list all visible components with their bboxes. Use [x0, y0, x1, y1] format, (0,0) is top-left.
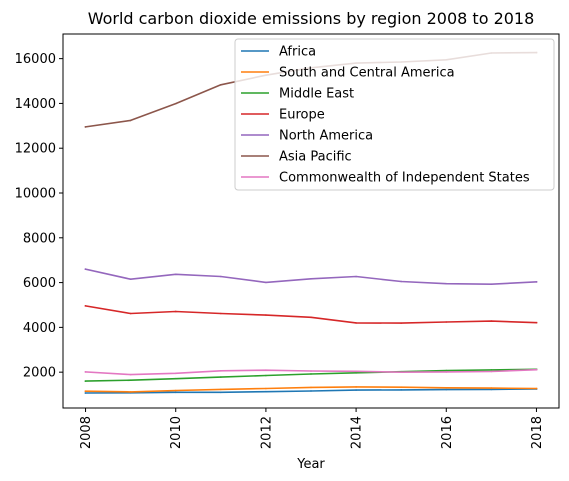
series-5-point-1: [129, 119, 132, 122]
legend: Africa South and Central America Middle Ea…: [234, 38, 555, 191]
series-1-point-6: [355, 386, 357, 388]
series-3-point-7: [400, 322, 402, 324]
series-1-point-10: [535, 387, 538, 390]
series-1-point-9: [490, 387, 493, 389]
y-tick-label-0: 2000: [23, 366, 56, 381]
series-6-point-1: [129, 373, 132, 376]
series-0-point-8: [445, 388, 448, 391]
series-1-point-8: [445, 387, 448, 389]
series-0-point-6: [355, 389, 357, 391]
legend-label-2: Middle East: [279, 87, 354, 102]
y-tick-label-7: 16000: [15, 52, 56, 67]
series-2-point-9: [490, 369, 493, 371]
legend-label-3: Europe: [279, 108, 325, 123]
chart-title: World carbon dioxide emissions by region…: [88, 9, 535, 28]
y-tick-label-3: 8000: [23, 231, 56, 246]
legend-box: [234, 38, 555, 191]
series-4-point-7: [400, 280, 402, 283]
series-1-point-4: [265, 387, 267, 390]
x-tick-label-0: 2008: [79, 416, 94, 449]
series-0-point-9: [490, 388, 493, 391]
series-5-point-3: [220, 84, 222, 86]
legend-label-5: Asia Pacific: [279, 150, 352, 165]
series-5-point-2: [174, 102, 177, 105]
series-0-point-3: [220, 391, 222, 394]
legend-label-1: South and Central America: [279, 66, 455, 81]
x-axis-title: Year: [296, 457, 325, 472]
series-1-point-7: [400, 386, 402, 388]
series-0-point-2: [174, 391, 177, 394]
y-tick-label-4: 10000: [15, 187, 56, 202]
series-6-point-6: [355, 370, 357, 373]
plot-border: [62, 33, 560, 409]
series-3-point-3: [220, 312, 222, 315]
series-6-point-8: [445, 371, 448, 373]
series-3-point-8: [445, 321, 448, 323]
series-4-point-2: [174, 273, 177, 276]
series-1-point-2: [174, 389, 177, 392]
series-3-point-2: [174, 310, 177, 313]
series-3-point-9: [490, 320, 493, 322]
series-4-point-1: [129, 278, 132, 281]
series-3-point-1: [129, 312, 132, 315]
series-4-point-4: [265, 281, 267, 284]
y-tick-label-6: 14000: [15, 97, 56, 112]
series-0-point-7: [400, 389, 402, 391]
series-1-point-1: [129, 391, 132, 393]
series-2-point-8: [445, 369, 448, 372]
series-0-point-5: [310, 390, 312, 392]
x-tick-label-2: 2012: [259, 416, 274, 449]
series-2-point-6: [355, 372, 357, 374]
series-2-point-1: [129, 379, 132, 382]
series-2-point-3: [220, 376, 222, 378]
series-4-point-5: [310, 277, 312, 280]
series-4-point-9: [490, 283, 493, 285]
series-6-point-0: [84, 371, 87, 373]
series-4-point-3: [220, 275, 222, 278]
series-1-point-3: [220, 388, 222, 391]
series-3-point-5: [310, 316, 312, 319]
series-0-point-4: [265, 390, 267, 393]
series-2-point-0: [84, 380, 87, 382]
x-tick-label-3: 2014: [350, 416, 365, 449]
series-5-point-0: [84, 126, 87, 128]
series-4-point-10: [535, 281, 538, 283]
series-6-point-10: [535, 368, 538, 371]
series-6-point-3: [220, 370, 222, 372]
y-tick-label-5: 12000: [15, 142, 56, 157]
series-3-point-10: [535, 321, 538, 324]
y-tick-label-2: 6000: [23, 276, 56, 291]
series-4-point-6: [355, 275, 357, 278]
series-3-point-6: [355, 322, 357, 324]
series-6-point-5: [310, 370, 312, 372]
series-3-point-0: [84, 305, 87, 307]
series-2-point-2: [174, 377, 177, 380]
series-3-point-4: [265, 314, 267, 316]
series-0-point-0: [84, 392, 87, 394]
series-1-point-5: [310, 386, 312, 389]
legend-label-4: North America: [279, 129, 373, 144]
series-1-point-0: [84, 390, 87, 393]
series-2-point-4: [265, 374, 267, 377]
legend-label-0: Africa: [279, 45, 316, 60]
series-6-point-9: [490, 370, 493, 373]
x-tick-label-1: 2010: [169, 416, 184, 449]
series-6-point-2: [174, 372, 177, 375]
series-4-point-0: [84, 268, 87, 270]
series-6-point-7: [400, 371, 402, 373]
axes-layer: 2000 4000 6000 8000 10000 12000 14000 16000 2008…: [15, 52, 545, 449]
series-6-point-4: [265, 369, 267, 371]
legend-label-6: Commonwealth of Independent States: [279, 171, 530, 186]
series-2-point-5: [310, 373, 312, 375]
x-tick-label-5: 2018: [530, 416, 545, 449]
y-tick-label-1: 4000: [23, 321, 56, 336]
x-tick-label-4: 2016: [440, 416, 455, 449]
series-4-point-8: [445, 282, 448, 285]
